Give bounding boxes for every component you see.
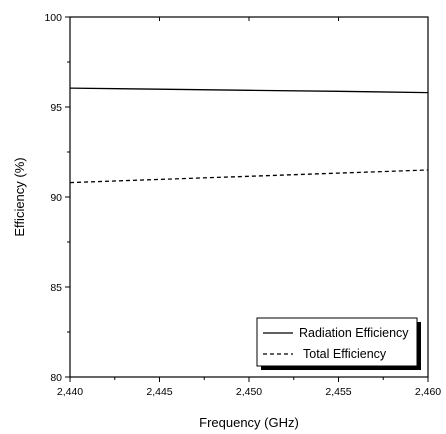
- x-tick-label: 2,455: [325, 386, 351, 398]
- x-axis-title: Frequency (GHz): [199, 415, 299, 430]
- y-tick-label: 100: [44, 12, 62, 24]
- y-tick-label: 80: [50, 372, 62, 384]
- legend-label-total: Total Efficiency: [303, 347, 387, 361]
- y-axis-title: Efficiency (%): [12, 157, 27, 236]
- series-line-total: [69, 169, 429, 184]
- legend: Radiation Efficiency Total Efficiency: [256, 317, 421, 370]
- legend-label-radiation: Radiation Efficiency: [299, 326, 409, 340]
- x-tick-label: 2,440: [57, 386, 83, 398]
- y-tick-label: 90: [50, 192, 62, 204]
- y-tick-label: 95: [50, 102, 62, 114]
- legend-box: [256, 317, 418, 367]
- series-line-radiation: [69, 87, 429, 94]
- x-tick-label: 2,445: [146, 386, 172, 398]
- y-tick-label: 85: [50, 282, 62, 294]
- x-tick-label: 2,450: [236, 386, 262, 398]
- y-axis-ticks: 80 85 90 95 100: [44, 12, 70, 384]
- series-layer: [69, 87, 429, 184]
- x-tick-label: 2,460: [415, 386, 441, 398]
- x-axis-ticks: 2,440 2,445 2,450 2,455 2,460: [57, 17, 441, 398]
